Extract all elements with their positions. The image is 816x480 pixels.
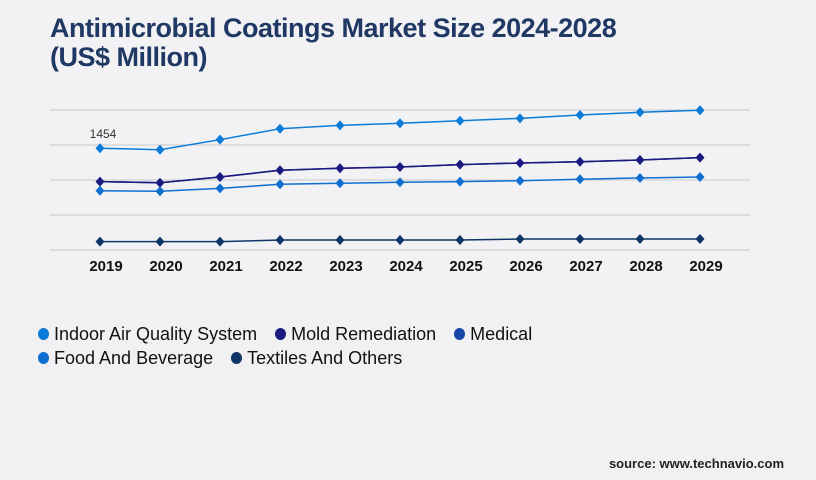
data-point: [455, 115, 465, 126]
data-point: [335, 234, 345, 245]
data-point: [155, 236, 165, 247]
data-point: [515, 175, 525, 186]
legend-marker-icon: [38, 352, 49, 364]
data-point: [695, 152, 705, 163]
legend-item: Textiles And Others: [231, 346, 402, 370]
data-point: [515, 157, 525, 168]
data-point: [95, 176, 105, 187]
legend-item: Mold Remediation: [275, 322, 436, 346]
data-point: [215, 183, 225, 194]
legend-label: Food And Beverage: [54, 347, 214, 368]
legend-panel: [34, 300, 790, 475]
line-chart: 2019 2020 2021 2022 2023 2024 2025 2026 2027 2028…: [50, 105, 750, 275]
data-point: [95, 143, 105, 154]
series-line-indoor-air-quality-system: [99, 109, 701, 151]
data-point: [275, 179, 285, 190]
legend-label: Indoor Air Quality System: [54, 323, 258, 344]
data-point: [515, 113, 525, 124]
data-point: [635, 107, 645, 118]
data-point: [455, 176, 465, 187]
legend-marker-icon: [454, 328, 466, 340]
x-tick-label: 2027: [569, 258, 602, 275]
x-tick-label: 2029: [689, 258, 722, 275]
data-point: [155, 177, 165, 188]
data-point: [395, 234, 405, 245]
legend-label: Textiles And Others: [247, 347, 403, 368]
legend-marker-icon: [275, 328, 287, 340]
legend-marker-icon: [38, 328, 49, 340]
data-point: [695, 171, 705, 182]
data-point: [275, 234, 285, 245]
data-label: 1454: [90, 127, 117, 141]
data-point: [635, 154, 645, 165]
data-point: [395, 161, 405, 172]
legend-label: Medical: [470, 323, 533, 344]
x-tick-label: 2026: [509, 258, 542, 275]
legend: Indoor Air Quality System Mold Remediatio…: [38, 322, 598, 370]
x-tick-label: 2028: [629, 258, 662, 275]
data-point: [695, 234, 705, 245]
x-tick-label: 2024: [389, 258, 423, 275]
data-point: [155, 144, 165, 155]
data-point: [575, 234, 585, 245]
data-point: [395, 177, 405, 188]
data-point: [215, 171, 225, 182]
source-text: source: www.technavio.com: [608, 456, 784, 471]
data-point: [275, 165, 285, 176]
x-tick-label: 2022: [269, 258, 302, 275]
x-tick-label: 2019: [89, 258, 122, 275]
data-point: [635, 234, 645, 245]
data-point: [275, 123, 285, 134]
legend-marker-icon: [231, 352, 243, 364]
data-point: [575, 174, 585, 185]
data-point: [335, 120, 345, 131]
legend-item: Food And Beverage: [38, 346, 213, 370]
x-tick-label: 2023: [329, 258, 362, 275]
data-point: [575, 109, 585, 120]
data-point: [155, 186, 165, 197]
x-tick-label: 2025: [449, 258, 482, 275]
chart-title: Antimicrobial Coatings Market Size 2024-…: [50, 13, 617, 72]
data-point: [695, 105, 705, 116]
x-tick-label: 2021: [209, 258, 242, 275]
data-point: [575, 156, 585, 167]
x-tick-label: 2020: [149, 258, 182, 275]
legend-item: Medical: [454, 322, 532, 346]
data-point: [635, 172, 645, 183]
data-point: [455, 234, 465, 245]
data-point: [395, 118, 405, 129]
data-point: [215, 134, 225, 145]
data-point: [335, 163, 345, 174]
data-point: [95, 185, 105, 196]
data-point: [455, 159, 465, 170]
legend-label: Mold Remediation: [291, 323, 437, 344]
data-point: [215, 236, 225, 247]
data-point: [335, 178, 345, 189]
legend-item: Indoor Air Quality System: [38, 322, 257, 346]
data-point: [515, 234, 525, 245]
data-point: [95, 236, 105, 247]
